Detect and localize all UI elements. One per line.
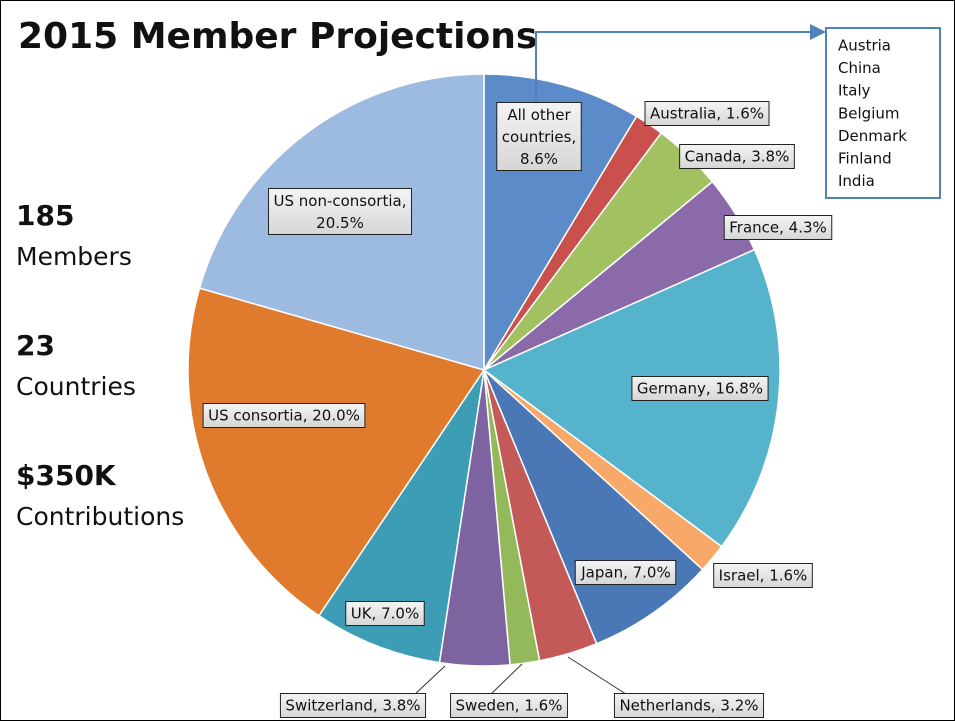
data-label: Japan, 7.0% [580, 564, 670, 582]
data-label: Australia, 1.6% [650, 105, 764, 123]
data-label: UK, 7.0% [351, 605, 419, 623]
data-label-group: Netherlands, 3.2% [567, 656, 765, 718]
note-item: Austria [838, 37, 891, 55]
data-label-group: US non-consortia, 20.5% [268, 188, 412, 235]
label-box [345, 601, 425, 626]
data-label-group: France, 4.3% [723, 215, 833, 240]
pie-slice [187, 287, 486, 617]
note-box [825, 27, 941, 199]
leader-line [488, 663, 523, 697]
stat-number: $350K [16, 459, 117, 492]
note-list: Austria China Italy Belgium Denmark Finland In… [838, 37, 907, 191]
data-label: Canada, 3.8% [685, 148, 790, 166]
stat-caption: Contributions [16, 502, 184, 531]
data-label: Netherlands, 3.2% [619, 697, 758, 715]
data-label-group: Switzerland, 3.8% [279, 665, 446, 718]
label-box [723, 215, 833, 240]
note-item: Italy [838, 82, 871, 100]
data-label-group: US consortia, 20.0% [202, 403, 366, 428]
leader-line [567, 656, 630, 697]
label-box [496, 102, 582, 171]
stat-number: 185 [16, 199, 74, 232]
stats: 185 Members 23 Countries $350K Contributions [16, 199, 184, 531]
pie-slice [317, 369, 485, 664]
data-label: Switzerland, 3.8% [285, 697, 420, 715]
data-label-group: Germany, 16.8% [631, 376, 769, 401]
label-box [679, 144, 795, 169]
stat-number: 23 [16, 329, 55, 362]
data-label: France, 4.3% [729, 219, 827, 237]
label-box [574, 560, 677, 585]
data-label-group: UK, 7.0% [345, 601, 425, 626]
note-item: China [838, 59, 881, 77]
data-label: Sweden, 1.6% [456, 697, 563, 715]
stat-caption: Countries [16, 372, 136, 401]
data-label-group: Sweden, 1.6% [450, 663, 568, 718]
note-item: India [838, 172, 875, 190]
label-box [631, 376, 769, 401]
note-item: Finland [838, 150, 892, 168]
data-label: Israel, 1.6% [719, 567, 808, 585]
labels: All other countries, 8.6% Australia, 1.6% Ca… [202, 101, 833, 718]
data-label: All other countries, 8.6% [502, 106, 576, 168]
data-label-group: All other countries, 8.6% [496, 102, 582, 171]
stat-caption: Members [16, 242, 132, 271]
label-box [268, 188, 412, 235]
data-label-group: Israel, 1.6% [713, 563, 813, 588]
note-item: Denmark [838, 127, 907, 145]
label-box [279, 693, 427, 718]
leader-line [412, 665, 446, 697]
label-box [450, 693, 568, 718]
label-box [713, 563, 813, 588]
chart-title: 2015 Member Projections [18, 16, 537, 57]
label-box [613, 693, 765, 718]
data-label-group: Canada, 3.8% [679, 144, 795, 169]
data-label: US consortia, 20.0% [208, 407, 360, 425]
data-label-group: Australia, 1.6% [644, 101, 770, 126]
data-label: Germany, 16.8% [637, 380, 763, 398]
note-arrow [535, 24, 826, 100]
note-item: Belgium [838, 104, 900, 122]
label-box [644, 101, 770, 126]
data-label-group: Japan, 7.0% [574, 560, 677, 585]
label-box [202, 403, 366, 428]
data-label: US non-consortia, 20.5% [274, 192, 407, 232]
